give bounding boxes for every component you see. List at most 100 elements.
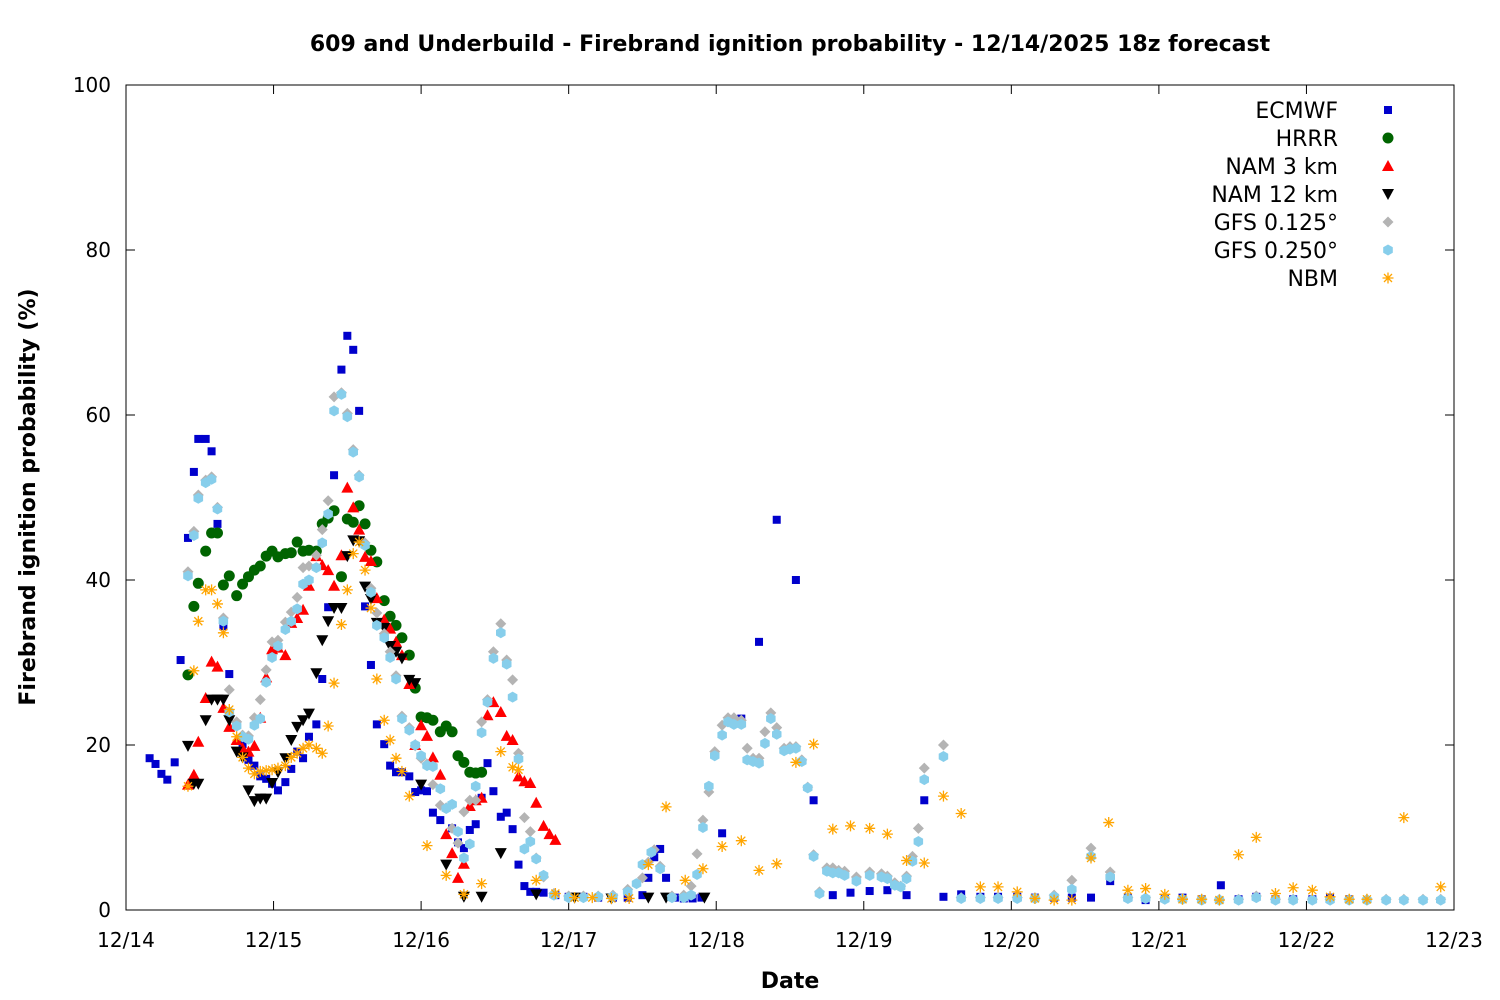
point-gfs-0-250	[273, 640, 283, 652]
y-tick-label: 80	[86, 238, 111, 262]
point-gfs-0-250	[578, 892, 589, 904]
point-nam-3-km	[223, 720, 236, 732]
point-nam-12-km	[415, 779, 428, 791]
point-nbm	[260, 765, 272, 777]
point-nbm	[974, 881, 986, 893]
point-gfs-0-250	[255, 713, 265, 725]
point-nam-12-km	[316, 635, 329, 647]
point-nam-3-km	[328, 579, 341, 591]
point-ecmwf	[304, 732, 313, 741]
point-ecmwf	[262, 774, 271, 783]
point-gfs-0-250	[760, 737, 770, 749]
point-gfs-0-250	[1436, 894, 1446, 906]
y-tick-label: 40	[86, 568, 111, 592]
point-gfs-0-250	[231, 720, 242, 732]
point-gfs-0-250	[496, 627, 506, 639]
point-ecmwf	[411, 788, 420, 797]
point-ecmwf	[405, 772, 414, 781]
plot-frame	[125, 84, 1455, 911]
point-gfs-0-125	[937, 739, 949, 751]
point-gfs-0-250	[766, 713, 776, 725]
point-gfs-0-125	[918, 762, 930, 774]
point-ecmwf	[372, 720, 381, 729]
point-nbm	[421, 840, 433, 852]
legend-label: NAM 12 km	[1211, 183, 1338, 208]
point-gfs-0-250	[206, 473, 217, 485]
point-nbm	[322, 720, 334, 732]
point-nam-12-km	[302, 708, 315, 720]
point-nbm	[200, 584, 212, 596]
point-nam-12-km	[199, 715, 212, 727]
point-nbm	[955, 807, 967, 819]
point-nam-3-km	[248, 739, 261, 751]
point-gfs-0-250	[686, 889, 696, 901]
point-gfs-0-125	[495, 618, 507, 630]
point-nam-3-km	[384, 622, 397, 634]
point-nbm	[1306, 884, 1318, 896]
point-nam-3-km	[421, 729, 434, 741]
legend-marker-gfs-0-125	[1382, 216, 1394, 228]
point-ecmwf	[883, 886, 892, 895]
point-nam-3-km	[347, 501, 360, 513]
point-gfs-0-250	[938, 751, 949, 762]
point-nam-12-km	[223, 715, 236, 727]
point-gfs-0-250	[366, 586, 376, 598]
point-gfs-0-250	[754, 757, 764, 769]
point-nbm	[1435, 881, 1447, 893]
point-ecmwf	[496, 812, 505, 821]
point-gfs-0-125	[371, 607, 383, 619]
point-nbm	[396, 765, 408, 777]
point-gfs-0-125	[470, 794, 482, 806]
point-gfs-0-250	[189, 530, 199, 541]
point-ecmwf	[772, 515, 781, 524]
point-hrrr	[396, 632, 408, 644]
point-nbm	[660, 801, 672, 813]
point-gfs-0-125	[260, 664, 272, 676]
point-nbm	[341, 584, 353, 596]
point-ecmwf	[273, 786, 282, 795]
point-gfs-0-250	[1012, 893, 1022, 904]
legend-marker-gfs-0-250	[1383, 244, 1393, 256]
point-nam-12-km	[494, 848, 507, 860]
point-gfs-0-250	[261, 676, 271, 688]
point-ecmwf	[366, 660, 375, 669]
point-gfs-0-250	[218, 615, 229, 627]
point-nbm	[605, 892, 617, 904]
point-nam-12-km	[192, 778, 205, 790]
point-ecmwf	[163, 775, 172, 784]
point-nam-12-km	[395, 653, 408, 665]
point-ecmwf	[526, 887, 535, 896]
point-gfs-0-250	[391, 673, 401, 685]
point-gfs-0-125	[759, 726, 771, 738]
series-gfs-0-125	[182, 387, 1447, 905]
point-ecmwf	[514, 860, 523, 869]
point-gfs-0-250	[336, 388, 347, 400]
point-nam-3-km	[549, 833, 562, 845]
point-gfs-0-125	[691, 848, 703, 860]
point-hrrr	[200, 545, 212, 557]
point-nam-12-km	[285, 735, 298, 747]
x-tick-label: 12/16	[392, 928, 450, 952]
point-gfs-0-125	[254, 694, 266, 706]
point-ecmwf	[650, 853, 659, 862]
point-gfs-0-125	[697, 814, 709, 826]
point-nbm	[753, 864, 765, 876]
point-nam-3-km	[481, 709, 494, 721]
point-nbm	[237, 751, 249, 763]
point-gfs-0-250	[814, 888, 825, 899]
point-ecmwf	[920, 796, 929, 805]
legend-label: NBM	[1287, 267, 1338, 292]
point-gfs-0-250	[895, 881, 906, 893]
point-ecmwf	[846, 888, 855, 897]
point-nbm	[371, 673, 383, 685]
point-nam-12-km	[297, 715, 310, 727]
point-hrrr	[291, 536, 303, 548]
point-nbm	[390, 752, 402, 764]
point-gfs-0-250	[379, 632, 389, 644]
point-nbm	[303, 739, 315, 751]
point-gfs-0-250	[501, 658, 512, 670]
point-gfs-0-250	[882, 873, 893, 885]
point-gfs-0-250	[704, 780, 714, 792]
point-nbm	[1343, 893, 1355, 905]
x-tick-label: 12/23	[1425, 928, 1483, 952]
